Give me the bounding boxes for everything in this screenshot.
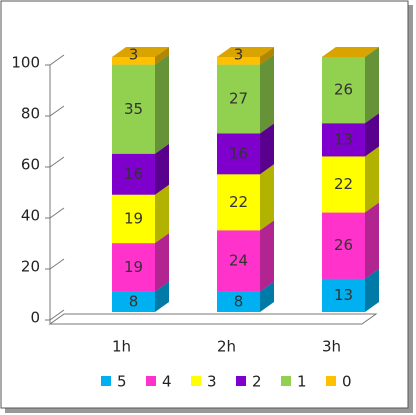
data-label: 13 (334, 286, 353, 304)
wall-tick (49, 156, 65, 168)
bar-side (260, 220, 274, 292)
bar-front (217, 230, 260, 292)
bar-front (322, 123, 365, 157)
legend-label: 1 (297, 373, 307, 391)
wall-tick (49, 258, 65, 270)
bar-front (112, 243, 155, 292)
bar-side (365, 113, 379, 157)
wall-tick (49, 207, 65, 219)
legend-swatch (281, 376, 291, 386)
data-label: 19 (124, 209, 143, 227)
bar-front (217, 133, 260, 175)
data-label: 16 (229, 144, 248, 162)
data-label: 22 (229, 193, 248, 211)
bar-front (322, 212, 365, 279)
bar-side (155, 233, 169, 292)
bar-front (112, 64, 155, 154)
bar-side (365, 268, 379, 312)
data-label: 27 (229, 90, 248, 108)
legend-swatch (146, 376, 156, 386)
wall-tick (49, 54, 65, 66)
legend-swatch (236, 376, 246, 386)
x-tick-label: 2h (217, 338, 236, 356)
bar-side (365, 202, 379, 279)
legend-label: 5 (117, 373, 127, 391)
data-label: 24 (229, 252, 248, 270)
y-tick-label: 0 (30, 309, 40, 327)
bar-top (322, 47, 379, 57)
wall-tick (49, 309, 65, 321)
y-tick-label: 40 (21, 207, 40, 225)
bar-side (155, 47, 169, 65)
data-label: 3 (129, 46, 139, 64)
y-tick-label: 20 (21, 258, 40, 276)
bar-side (365, 47, 379, 124)
bar-side (155, 143, 169, 195)
bar-side (155, 281, 169, 312)
bar-side (155, 184, 169, 244)
floor (48, 313, 378, 325)
bar-front (217, 57, 260, 65)
data-label: 19 (124, 258, 143, 276)
bar-side (155, 54, 169, 154)
bar-side (260, 164, 274, 231)
bar-top (217, 47, 274, 57)
data-label: 22 (334, 175, 353, 193)
wall-tick (49, 105, 65, 117)
bar-front (217, 174, 260, 231)
bar-side (260, 281, 274, 312)
data-label: 35 (124, 100, 143, 118)
legend-swatch (326, 376, 336, 386)
bar-front (217, 64, 260, 134)
data-label: 3 (234, 46, 244, 64)
legend-swatch (191, 376, 201, 386)
data-label: 26 (334, 236, 353, 254)
bar-side (260, 47, 274, 65)
y-tick-label: 60 (21, 156, 40, 174)
bar-side (260, 54, 274, 134)
data-label: 16 (124, 165, 143, 183)
bar-top (112, 47, 169, 57)
y-tick-label: 100 (11, 54, 40, 72)
x-tick-label: 3h (322, 338, 341, 356)
bar-front (322, 278, 365, 312)
data-label: 8 (129, 292, 139, 310)
bar-front (112, 57, 155, 65)
bar-side (260, 123, 274, 175)
data-label: 13 (334, 130, 353, 148)
bar-front (112, 291, 155, 312)
legend-label: 3 (207, 373, 217, 391)
legend-label: 4 (162, 373, 172, 391)
bar-front (322, 57, 365, 124)
y-tick-label: 80 (21, 105, 40, 123)
bar-front (112, 153, 155, 195)
bar-side (365, 146, 379, 213)
data-label: 26 (334, 81, 353, 99)
legend-label: 0 (342, 373, 352, 391)
bar-front (322, 156, 365, 213)
bar-front (112, 194, 155, 244)
bar-front (217, 291, 260, 312)
legend-label: 2 (252, 373, 262, 391)
x-tick-label: 1h (112, 338, 131, 356)
legend-swatch (101, 376, 111, 386)
data-label: 8 (234, 292, 244, 310)
